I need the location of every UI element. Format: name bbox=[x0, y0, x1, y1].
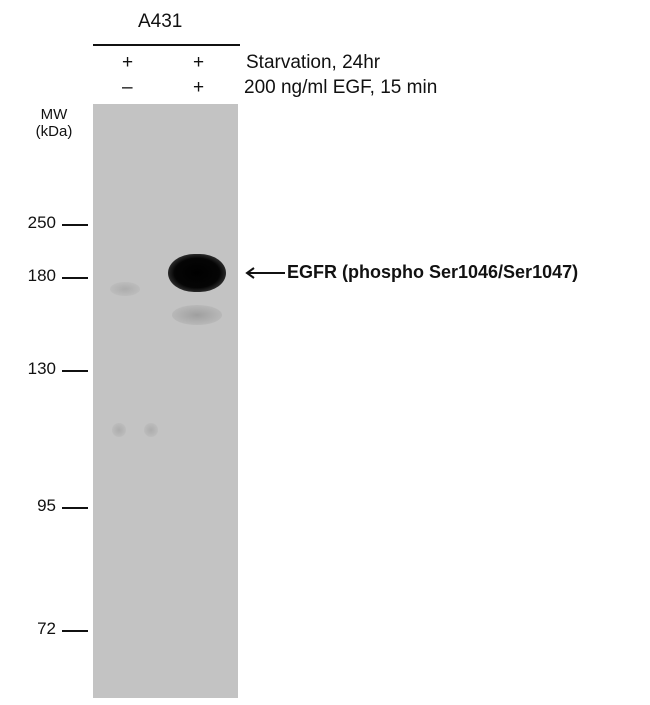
lane1-egf: – bbox=[122, 77, 133, 98]
lane2-starvation: + bbox=[193, 52, 205, 73]
mw-unit: (kDa) bbox=[35, 123, 73, 140]
band-label: EGFR (phospho Ser1046/Ser1047) bbox=[287, 262, 579, 282]
marker-180-label: 180 bbox=[27, 266, 56, 285]
mw-label: MW bbox=[40, 106, 68, 123]
condition-label-egf: 200 ng/ml EGF, 15 min bbox=[244, 77, 438, 98]
faint-spot bbox=[112, 423, 126, 437]
condition-label-starvation: Starvation, 24hr bbox=[246, 52, 381, 73]
marker-250-tick bbox=[62, 224, 88, 226]
faint-spot bbox=[144, 423, 158, 437]
marker-95-tick bbox=[62, 507, 88, 509]
marker-130-tick bbox=[62, 370, 88, 372]
blot-membrane bbox=[93, 104, 238, 698]
marker-72-label: 72 bbox=[37, 619, 56, 638]
marker-130-label: 130 bbox=[27, 359, 56, 378]
egfr-band bbox=[168, 254, 226, 292]
arrow-left-icon bbox=[245, 267, 285, 279]
marker-72-tick bbox=[62, 630, 88, 632]
lane2-egf: + bbox=[193, 77, 205, 98]
sample-bracket-line bbox=[93, 44, 240, 46]
lane1-starvation: + bbox=[122, 52, 134, 73]
faint-band-lane1 bbox=[110, 282, 140, 296]
marker-250-label: 250 bbox=[27, 213, 56, 232]
faint-lower-band bbox=[172, 305, 222, 325]
marker-95-label: 95 bbox=[37, 496, 56, 515]
sample-label: A431 bbox=[138, 11, 183, 32]
marker-180-tick bbox=[62, 277, 88, 279]
mw-header: MW (kDa) bbox=[27, 106, 81, 140]
